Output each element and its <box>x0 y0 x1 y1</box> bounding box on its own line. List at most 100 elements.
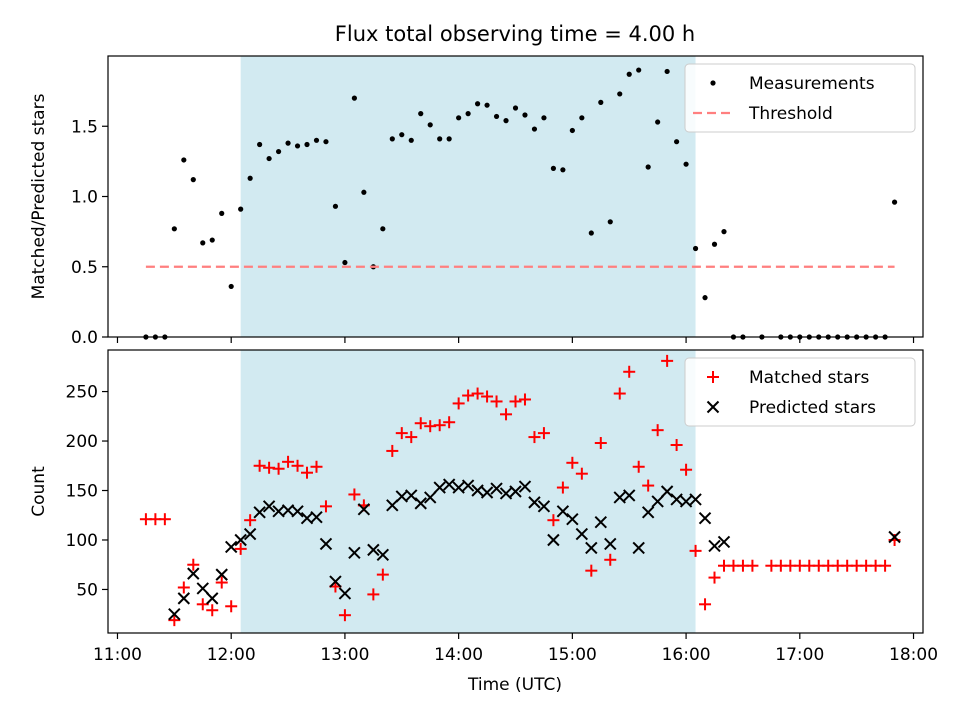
predicted-star-marker <box>177 592 191 605</box>
bottom-x-axis-label: Time (UTC) <box>467 675 562 695</box>
matched-star-marker <box>518 393 531 406</box>
predicted-star-marker <box>357 503 371 516</box>
matched-star-marker <box>291 459 304 472</box>
measurement-point <box>209 237 215 243</box>
bottom-legend: Matched stars Predicted stars <box>684 357 916 427</box>
matched-star-marker <box>196 598 209 611</box>
bottom-series-layer <box>139 354 901 627</box>
matched-star-marker <box>500 408 513 421</box>
measurement-point <box>683 161 689 167</box>
measurement-point <box>456 115 462 121</box>
matched-star-marker <box>433 419 446 432</box>
predicted-star-marker <box>168 607 181 621</box>
predicted-star-marker <box>424 491 437 504</box>
measurement-point <box>674 139 680 145</box>
matched-star-marker <box>462 389 475 402</box>
matched-star-marker <box>376 568 389 581</box>
measurement-point <box>418 111 424 117</box>
matched-star-marker <box>206 604 219 617</box>
predicted-star-marker <box>348 546 361 560</box>
matched-star-marker <box>367 588 380 601</box>
predicted-star-marker <box>537 500 551 513</box>
measurement-point <box>437 136 443 142</box>
measurement-point <box>560 167 566 173</box>
matched-star-marker <box>490 395 503 408</box>
measurement-point <box>446 136 452 142</box>
predicted-star-marker <box>641 506 655 519</box>
matched-star-marker <box>272 462 285 475</box>
measurement-point <box>721 229 727 235</box>
matched-star-marker <box>509 395 522 408</box>
measurement-point <box>247 175 253 181</box>
predicted-star-marker <box>291 505 304 518</box>
x-tick-label: 12:00 <box>207 645 256 665</box>
predicted-star-marker <box>338 587 352 600</box>
measurement-point <box>891 199 898 205</box>
matched-star-marker <box>282 455 295 468</box>
measurement-point <box>655 119 661 125</box>
predicted-star-marker <box>405 489 418 502</box>
matched-star-marker <box>556 481 569 494</box>
legend-label: Threshold <box>748 104 833 124</box>
measurement-point <box>579 115 585 121</box>
x-tick-label: 17:00 <box>775 645 824 665</box>
predicted-star-marker <box>480 486 494 499</box>
predicted-star-marker <box>253 506 266 519</box>
top-panel: 0.0 0.5 1.0 1.5 Matched/Predicted stars Mea… <box>29 55 924 348</box>
matched-star-marker <box>585 564 598 577</box>
predicted-star-marker <box>679 495 693 508</box>
x-tick-label: 11:00 <box>93 645 142 665</box>
measurement-point <box>503 118 509 124</box>
legend-marker <box>710 80 716 86</box>
predicted-star-marker <box>329 575 342 588</box>
x-tick-label: 14:00 <box>434 645 483 665</box>
measurement-point <box>361 189 367 195</box>
measurement-point <box>399 132 405 138</box>
top-y-axis: 0.0 0.5 1.0 1.5 <box>71 117 108 348</box>
predicted-star-marker <box>660 485 674 498</box>
legend-label: Measurements <box>749 74 875 94</box>
measurement-point <box>427 122 433 128</box>
measurement-point <box>257 141 263 148</box>
predicted-star-marker <box>528 496 541 509</box>
matched-star-marker <box>414 417 427 430</box>
measurement-point <box>474 101 481 107</box>
predicted-star-marker <box>585 541 598 555</box>
predicted-star-marker <box>376 548 390 562</box>
predicted-star-marker <box>518 480 532 493</box>
measurement-point <box>181 157 187 163</box>
predicted-star-marker <box>556 505 570 518</box>
matched-star-marker <box>651 424 664 437</box>
matched-star-marker <box>187 558 200 571</box>
measurement-point <box>522 112 528 118</box>
matched-star-marker <box>253 459 266 472</box>
predicted-star-marker <box>509 485 522 498</box>
matched-star-marker <box>386 444 399 457</box>
predicted-star-marker <box>490 482 503 495</box>
matched-star-marker <box>642 479 655 492</box>
predicted-star-marker <box>708 539 721 553</box>
predicted-star-marker <box>888 530 901 544</box>
x-tick-label: 16:00 <box>662 645 711 665</box>
measurement-point <box>313 137 320 143</box>
measurement-point <box>569 127 575 134</box>
measurement-point <box>550 165 557 171</box>
measurement-point <box>465 111 471 117</box>
measurement-point <box>190 177 196 183</box>
matched-star-marker <box>481 390 494 403</box>
matched-star-marker <box>471 387 484 400</box>
measurement-point <box>351 95 357 101</box>
matched-star-marker <box>405 431 418 444</box>
matched-star-marker <box>338 609 351 622</box>
measurement-point <box>200 240 206 246</box>
predicted-star-marker <box>452 481 465 494</box>
top-y-axis-label: Matched/Predicted stars <box>29 93 49 299</box>
y-tick-label: 0.0 <box>71 328 98 348</box>
legend-box <box>684 357 916 427</box>
matched-star-marker <box>177 581 190 594</box>
measurement-point <box>408 137 414 143</box>
matched-star-marker <box>613 387 626 400</box>
measurement-point <box>171 226 177 232</box>
top-series-layer <box>143 67 898 340</box>
measurement-point <box>304 141 310 148</box>
